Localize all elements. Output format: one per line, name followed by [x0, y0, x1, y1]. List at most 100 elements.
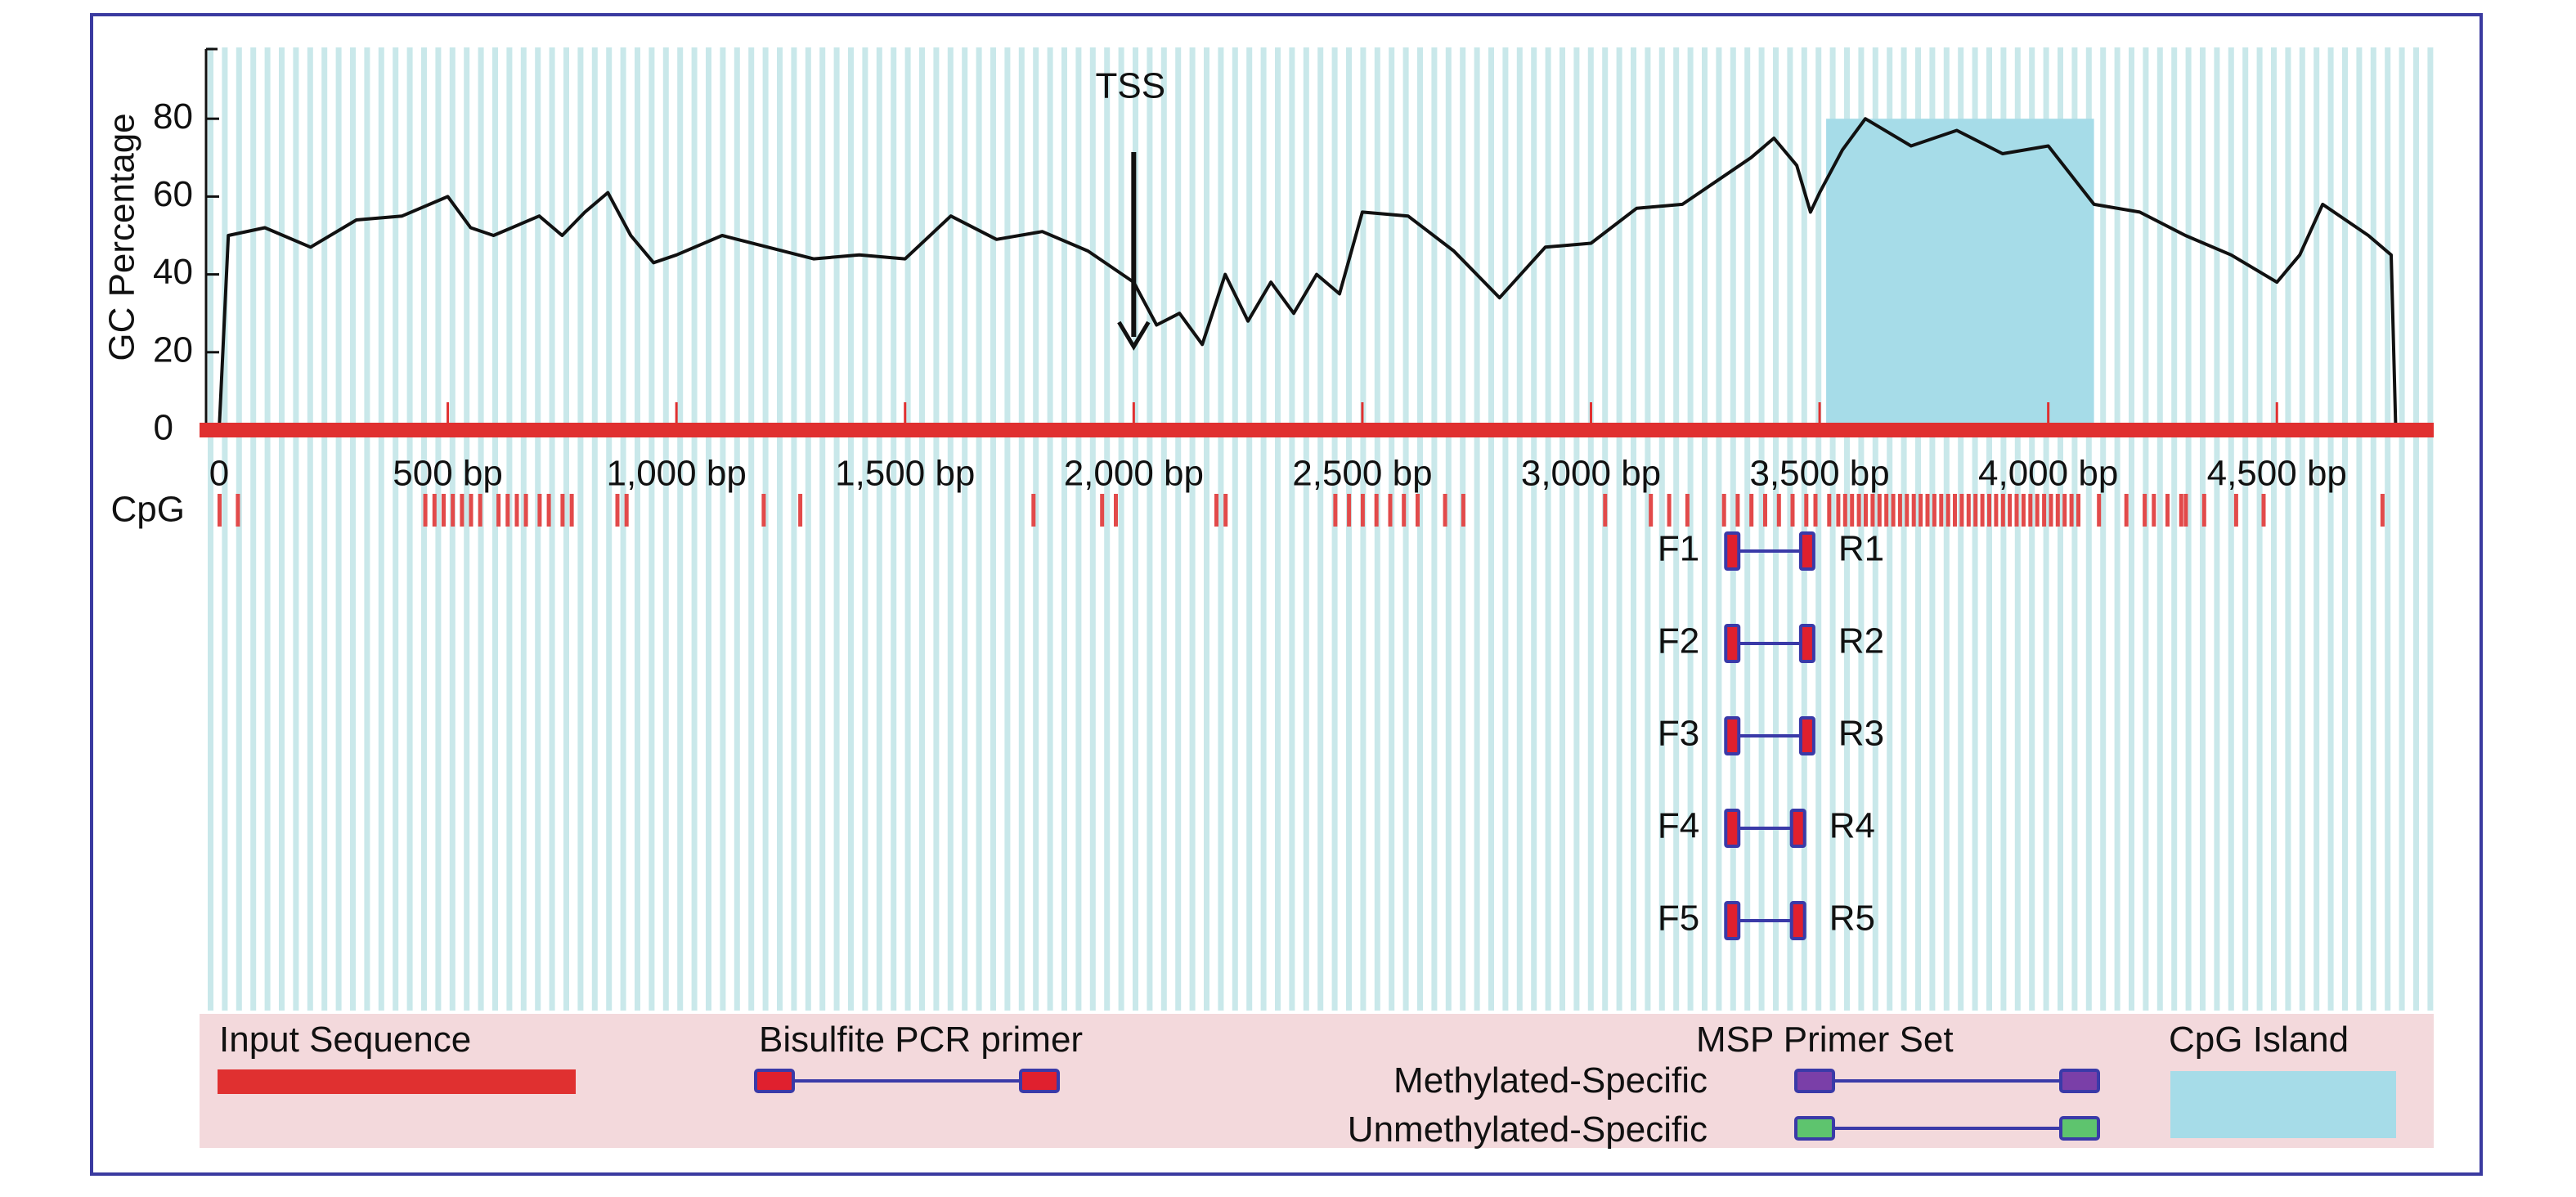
- cpg-site-mark: [469, 494, 473, 527]
- background-stripe: [1260, 47, 1267, 1011]
- background-stripe: [1445, 47, 1452, 1011]
- background-stripe: [2058, 47, 2063, 1011]
- y-axis-label: GC Percentage: [102, 113, 142, 361]
- cpg-site-mark: [1945, 494, 1950, 527]
- cpg-site-mark: [1939, 494, 1944, 527]
- background-stripe: [1744, 47, 1751, 1011]
- background-stripe: [1417, 47, 1423, 1011]
- background-stripe: [2271, 47, 2277, 1011]
- background-stripe: [2029, 47, 2035, 1011]
- background-stripe: [2043, 47, 2049, 1011]
- background-stripe: [691, 47, 698, 1011]
- background-stripe: [1289, 47, 1295, 1011]
- background-stripe: [1232, 47, 1238, 1011]
- primer-pair-1-reverse-box: [1798, 531, 1815, 571]
- background-stripe: [904, 47, 911, 1011]
- background-stripe: [1018, 47, 1025, 1011]
- background-stripe: [1673, 47, 1680, 1011]
- cpg-site-mark: [1994, 494, 1999, 527]
- background-stripe: [335, 47, 342, 1011]
- cpg-site-mark: [1790, 494, 1795, 527]
- x-tick-label: 3,000 bp: [1521, 454, 1661, 494]
- background-stripe: [2014, 47, 2021, 1011]
- cpg-site-mark: [1856, 494, 1861, 527]
- x-tick-label: 3,500 bp: [1749, 454, 1889, 494]
- cpg-site-mark: [2165, 494, 2170, 527]
- cpg-site-mark: [2014, 494, 2019, 527]
- background-stripe: [1915, 47, 1921, 1011]
- cpg-site-mark: [1721, 494, 1726, 527]
- cpg-site-mark: [423, 494, 428, 527]
- cpg-site-mark: [2124, 494, 2129, 527]
- background-stripe: [1801, 47, 1807, 1011]
- background-stripe: [805, 47, 811, 1011]
- cpg-island-region: [1826, 119, 2094, 430]
- background-stripe: [1160, 47, 1167, 1011]
- background-stripe: [321, 47, 328, 1011]
- background-stripe: [1758, 47, 1765, 1011]
- background-stripe: [1702, 47, 1708, 1011]
- cpg-site-mark: [2233, 494, 2238, 527]
- background-stripe: [1716, 47, 1722, 1011]
- background-stripe: [876, 47, 882, 1011]
- cpg-site-mark: [1402, 494, 1407, 527]
- background-stripe: [1587, 47, 1594, 1011]
- background-stripe: [2129, 47, 2134, 1011]
- cpg-site-mark: [1932, 494, 1936, 527]
- cpg-site-mark: [2069, 494, 2074, 527]
- background-stripe: [833, 47, 840, 1011]
- cpg-site-mark: [1223, 494, 1228, 527]
- background-stripe: [1061, 47, 1067, 1011]
- x-tick-label: 0: [209, 454, 229, 494]
- cpg-site-mark: [1911, 494, 1916, 527]
- cpg-site-mark: [1100, 494, 1105, 527]
- background-stripe: [2427, 47, 2434, 1011]
- primer-forward-label: F5: [1658, 899, 1699, 939]
- background-stripe: [406, 47, 413, 1011]
- bisulfite-pcr-primer-legend-label: Bisulfite PCR primer: [759, 1020, 1084, 1060]
- x-tick-label: 1,500 bp: [835, 454, 975, 494]
- cpg-site-mark: [460, 494, 464, 527]
- x-tick-label: 4,000 bp: [1978, 454, 2118, 494]
- background-stripe: [421, 47, 427, 1011]
- background-stripe: [449, 47, 456, 1011]
- background-stripe: [2171, 47, 2178, 1011]
- cpg-site-mark: [1959, 494, 1964, 527]
- background-stripe: [520, 47, 527, 1011]
- background-stripe: [2399, 47, 2405, 1011]
- cpg-site-mark: [1842, 494, 1847, 527]
- background-stripe: [1402, 47, 1409, 1011]
- background-stripe: [2100, 47, 2107, 1011]
- background-stripe: [1844, 47, 1850, 1011]
- background-stripe: [1560, 47, 1565, 1011]
- background-stripe: [2085, 47, 2092, 1011]
- background-stripe: [1133, 47, 1138, 1011]
- cpg-site-mark: [496, 494, 501, 527]
- background-stripe: [1374, 47, 1380, 1011]
- background-stripe: [1275, 47, 1281, 1011]
- background-stripe: [1431, 47, 1438, 1011]
- background-stripe: [1104, 47, 1111, 1011]
- cpg-site-mark: [1877, 494, 1882, 527]
- methylated-specific-legend-symbol-right-box: [2059, 1069, 2100, 1093]
- background-stripe: [1189, 47, 1196, 1011]
- background-stripe: [1602, 47, 1609, 1011]
- background-stripe: [720, 47, 726, 1011]
- background-stripe: [1488, 47, 1494, 1011]
- background-stripe: [1687, 47, 1694, 1011]
- primer-forward-label: F4: [1658, 806, 1699, 846]
- cpg-site-mark: [432, 494, 437, 527]
- background-stripe: [1972, 47, 1978, 1011]
- cpg-site-mark: [1897, 494, 1902, 527]
- background-stripe: [1531, 47, 1537, 1011]
- background-stripe: [350, 47, 356, 1011]
- background-stripe: [606, 47, 613, 1011]
- cpg-site-mark: [1953, 494, 1957, 527]
- bisulfite-pcr-primer-legend-symbol-right-box: [1019, 1069, 1060, 1093]
- input-sequence-bar: [200, 423, 2434, 437]
- background-stripe: [2143, 47, 2149, 1011]
- background-stripe: [1986, 47, 1992, 1011]
- cpg-site-mark: [1443, 494, 1447, 527]
- primer-reverse-label: R1: [1838, 529, 1884, 569]
- cpg-site-mark: [1360, 494, 1365, 527]
